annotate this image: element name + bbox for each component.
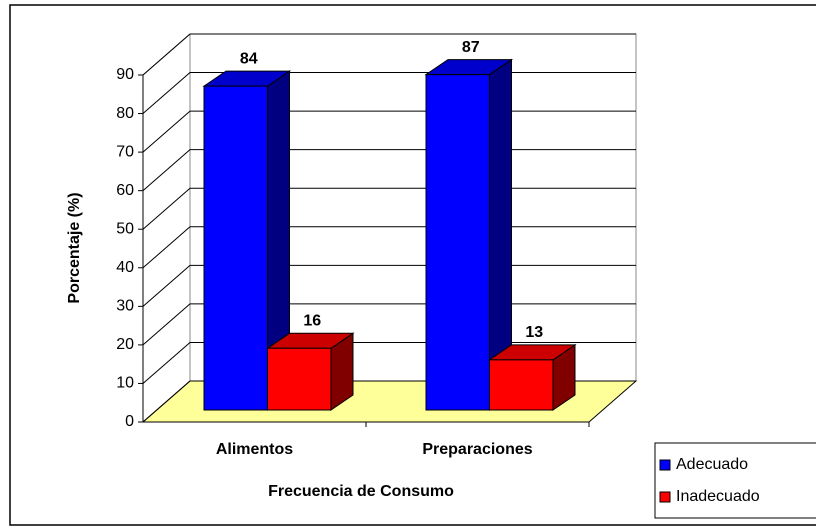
x-tick-label: Preparaciones — [422, 441, 532, 458]
legend-label: Inadecuado — [676, 488, 760, 505]
y-axis-title: Porcentaje (%) — [66, 192, 83, 303]
value-label: 16 — [303, 313, 321, 330]
bar-front — [267, 347, 332, 411]
value-label: 87 — [462, 39, 480, 56]
legend-swatch — [659, 459, 671, 471]
y-tick-label: 10 — [116, 375, 134, 392]
y-tick-label: 70 — [116, 143, 134, 160]
grid-line — [142, 33, 636, 76]
x-tick-label: Alimentos — [216, 441, 293, 458]
value-label: 84 — [240, 50, 258, 67]
bar-front — [203, 85, 268, 411]
bar — [424, 58, 514, 411]
legend-box — [654, 442, 816, 519]
y-tick-label: 90 — [116, 66, 134, 83]
y-tick-label: 30 — [116, 298, 134, 315]
y-tick-label: 0 — [125, 413, 134, 430]
chart-border — [9, 4, 816, 526]
y-tick-label: 40 — [116, 259, 134, 276]
y-tick-label: 80 — [116, 105, 134, 122]
y-tick-label: 50 — [116, 220, 134, 237]
legend-label: Adecuado — [676, 456, 748, 473]
legend-swatch — [659, 491, 671, 503]
bar-front — [489, 359, 554, 411]
bar-front — [425, 74, 490, 411]
y-tick-label: 60 — [116, 182, 134, 199]
y-tick-label: 20 — [116, 336, 134, 353]
bar — [202, 70, 292, 411]
bar — [487, 343, 577, 411]
bar — [265, 332, 355, 411]
x-axis-title: Frecuencia de Consumo — [268, 483, 454, 500]
value-label: 13 — [525, 324, 543, 341]
